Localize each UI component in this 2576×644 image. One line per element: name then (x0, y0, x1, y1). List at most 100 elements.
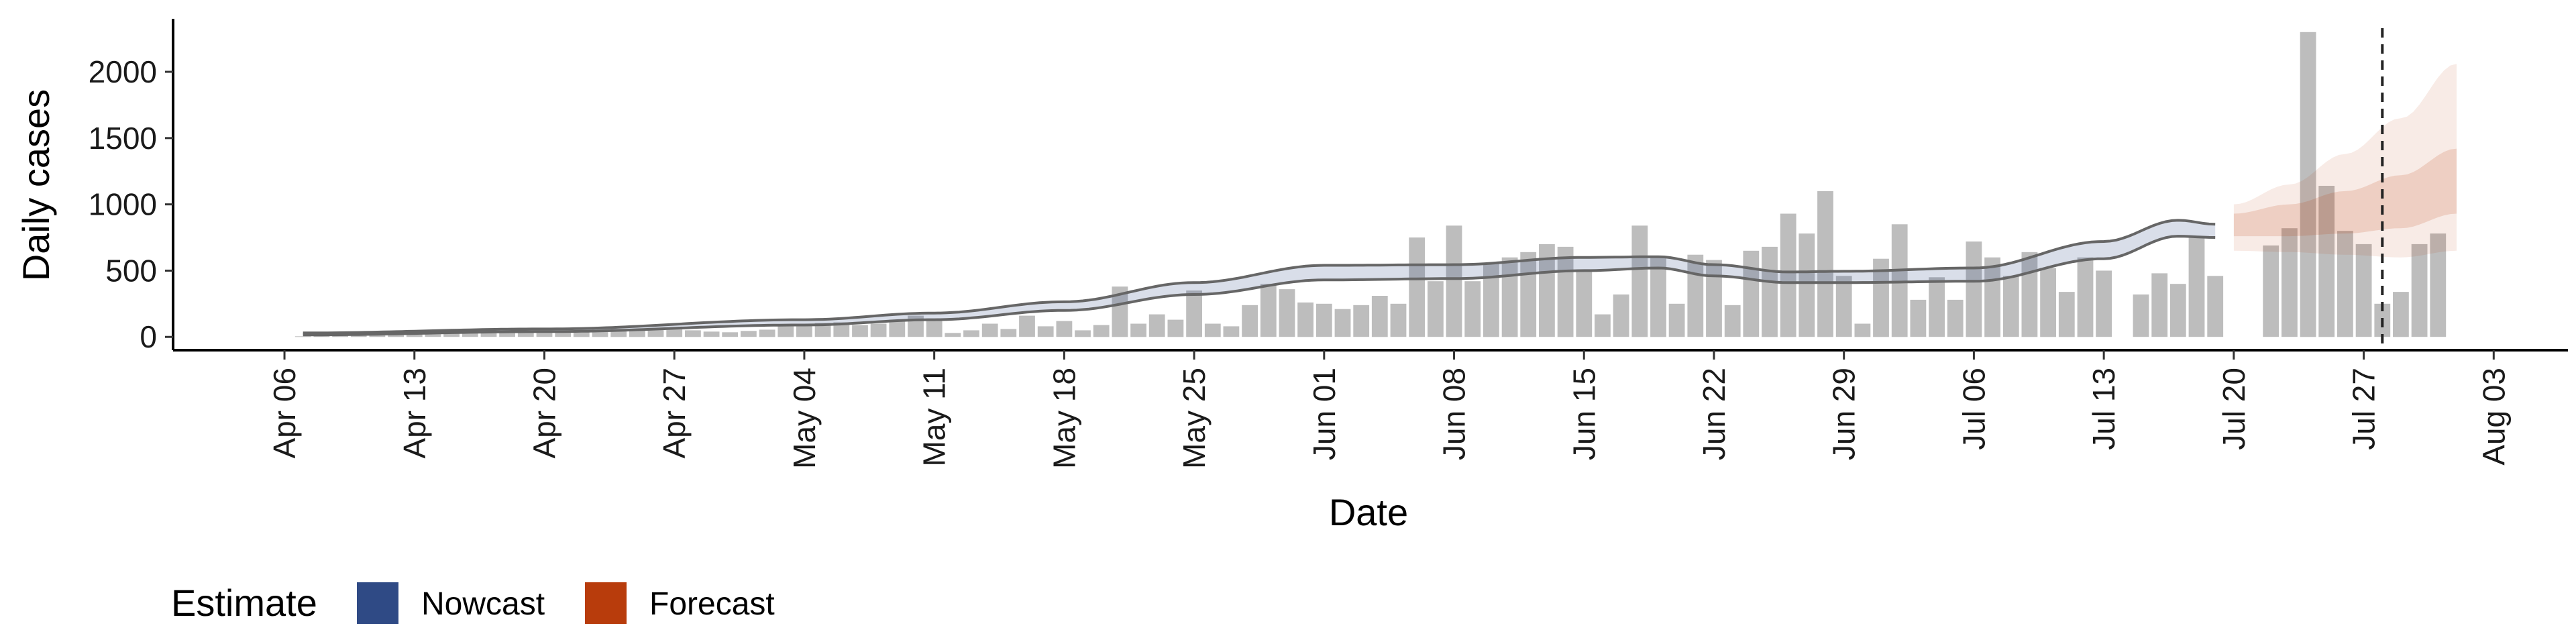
x-axis-title: Date (1329, 491, 1408, 533)
nowcast-band (303, 219, 2216, 337)
case-bar (369, 335, 386, 337)
x-tick-label: May 18 (1046, 368, 1081, 469)
case-bar (1854, 323, 1871, 337)
case-bar (2318, 186, 2335, 337)
case-bar (2411, 244, 2428, 337)
case-bar (1873, 258, 1889, 337)
case-bar (480, 332, 497, 337)
case-bar (1204, 323, 1221, 337)
case-bar (1483, 262, 1499, 337)
case-bar (1334, 309, 1351, 337)
case-bar (610, 329, 627, 337)
case-bar (1279, 289, 1295, 337)
case-bar (777, 325, 794, 337)
case-bar (889, 319, 906, 337)
case-bar (1984, 257, 2000, 337)
case-bar (2169, 284, 2186, 337)
case-bar (2058, 292, 2075, 337)
case-bar (1539, 244, 1555, 337)
legend-swatch-forecast (585, 582, 627, 624)
case-bar (1446, 225, 1462, 337)
x-tick-label: Jun 22 (1697, 368, 1731, 460)
case-bar (2151, 273, 2168, 337)
case-bar (685, 330, 701, 337)
nowcast-interval (303, 220, 2216, 335)
x-tick-label: May 04 (787, 368, 822, 469)
case-bar (1706, 260, 1722, 337)
y-axis-title: Daily cases (15, 89, 57, 281)
x-tick-label: May 25 (1177, 368, 1212, 469)
case-bar (1112, 286, 1128, 337)
case-bar (1576, 270, 1593, 337)
case-bar (1613, 294, 1629, 337)
observed-cases-bars (294, 32, 2447, 337)
case-bar (406, 334, 423, 337)
case-bar (814, 323, 831, 337)
y-tick-label: 2000 (89, 54, 157, 89)
case-bar (2133, 294, 2149, 337)
case-bar (1762, 246, 1778, 337)
case-bar (1966, 241, 1982, 337)
y-tick-label: 1000 (89, 187, 157, 222)
y-tick-label: 500 (105, 253, 157, 288)
case-bar (703, 331, 720, 337)
case-bar (2207, 276, 2224, 337)
case-bar (499, 331, 515, 337)
case-bar (1093, 325, 1110, 337)
legend-title: Estimate (171, 582, 317, 624)
case-bar (1223, 326, 1240, 337)
case-bar (388, 334, 404, 337)
case-bar (1631, 225, 1648, 337)
y-tick-label: 1500 (89, 121, 157, 156)
case-bar (852, 325, 868, 337)
case-bar (1353, 305, 1370, 337)
case-bar (332, 335, 348, 337)
case-bar (1260, 284, 1277, 337)
case-bar (1167, 319, 1184, 337)
case-bar (1000, 329, 1017, 337)
case-bar (1242, 305, 1258, 337)
y-tick-label: 0 (140, 319, 157, 354)
case-bar (2002, 276, 2019, 337)
case-bar (2188, 237, 2205, 337)
case-bar (2393, 292, 2409, 337)
x-tick-label: Apr 06 (267, 368, 302, 459)
case-bar (796, 323, 812, 337)
case-bar (1947, 299, 1964, 337)
case-bar (1316, 303, 1332, 337)
case-bar (2077, 257, 2094, 337)
chart-axes: 0 500 1000 1500 2000 Apr 06 Apr 13 Apr 20 Apr 27… (89, 19, 2568, 469)
case-bar (981, 323, 998, 337)
case-bar (1297, 302, 1313, 337)
case-bar (1929, 277, 1945, 337)
x-tick-label: Jul 06 (1956, 368, 1991, 450)
case-bar (536, 331, 553, 337)
x-tick-label: Jul 20 (2216, 368, 2251, 450)
case-bar (2430, 233, 2447, 337)
case-bar (1130, 323, 1146, 337)
x-tick-label: Jun 08 (1437, 368, 1472, 460)
case-bar (1056, 321, 1073, 337)
forecast-outer-interval (2233, 64, 2457, 258)
legend: Estimate Nowcast Forecast (171, 582, 775, 624)
case-bar (2337, 231, 2353, 337)
case-bar (1910, 299, 1927, 337)
nowcast-upper-line (303, 219, 2216, 335)
case-bar (1595, 314, 1611, 337)
x-tick-label: Apr 20 (527, 368, 562, 459)
case-bar (2263, 245, 2279, 337)
x-tick-label: Apr 13 (397, 368, 432, 459)
case-bar (425, 333, 441, 337)
case-bar (294, 336, 311, 337)
case-bar (1743, 250, 1760, 337)
case-bar (629, 329, 645, 337)
legend-label-forecast: Forecast (649, 586, 775, 622)
case-bar (963, 330, 979, 337)
case-bar (1780, 213, 1796, 337)
x-tick-label: Apr 27 (657, 368, 692, 459)
case-bar (350, 335, 367, 337)
case-bar (1409, 237, 1426, 337)
case-bar (759, 329, 775, 337)
case-bar (2282, 228, 2298, 337)
